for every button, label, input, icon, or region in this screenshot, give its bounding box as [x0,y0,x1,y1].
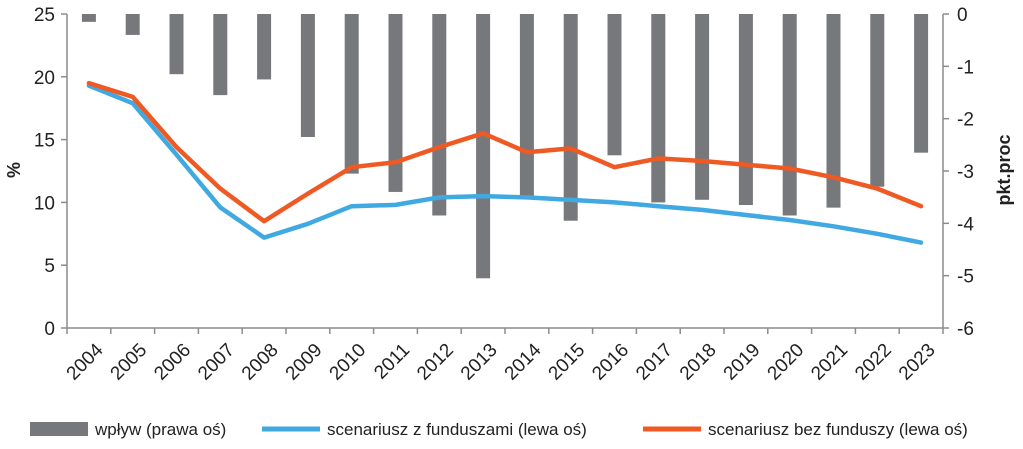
left-tick-label: 15 [34,131,55,152]
legend-label-wplyw: wpływ (prawa oś) [94,420,226,439]
left-tick-label: 25 [34,5,55,26]
x-tick-label-2005: 2005 [107,340,152,385]
bar-2011 [388,14,403,192]
x-axis: 2004 2005 2006 2007 2008 2009 2010 2011 2012 2013… [63,328,944,385]
bar-2020 [782,14,797,216]
x-tick-label-2016: 2016 [588,340,633,385]
x-tick-label-2013: 2013 [457,340,502,385]
x-tick-label-2021: 2021 [807,340,852,385]
right-y-axis: 0 -1 -2 -3 -4 -5 -6 [943,5,974,340]
legend-label-bez-funduszy: scenariusz bez funduszy (lewa oś) [708,420,968,439]
bar-2010 [344,14,359,174]
left-tick-label: 20 [34,68,55,89]
x-tick-label-2007: 2007 [194,340,239,385]
legend-swatch-wplyw [30,422,88,436]
series-line-1 [86,80,924,224]
bar-2016 [607,14,622,156]
x-tick-label-2020: 2020 [764,340,809,385]
x-tick-label-2023: 2023 [895,340,940,385]
x-tick-label-2011: 2011 [370,340,414,384]
bars-layer [81,14,929,279]
bar-2018 [695,14,710,200]
lines-layer [86,80,924,245]
x-tick-label-2008: 2008 [238,340,283,385]
x-tick-label-2004: 2004 [63,339,108,384]
x-tick-label-2019: 2019 [720,340,765,385]
legend: wpływ (prawa oś) scenariusz z funduszami… [30,420,968,439]
x-tick-label-2014: 2014 [501,339,546,384]
x-tick-label-2009: 2009 [282,340,327,385]
bar-2005 [125,14,140,35]
bar-2006 [169,14,184,75]
left-tick-label: 0 [44,319,55,340]
bar-2022 [870,14,885,187]
bar-2004 [81,14,96,22]
right-axis-title: pkt.proc [994,134,1014,205]
bar-2023 [914,14,929,153]
x-tick-label-2012: 2012 [413,340,458,385]
left-tick-label: 10 [34,193,55,214]
bar-2019 [738,14,753,206]
x-tick-label-2018: 2018 [676,340,721,385]
bar-2017 [651,14,666,203]
left-tick-label: 5 [44,256,55,277]
bar-2007 [213,14,228,96]
right-tick-label: -1 [957,57,974,78]
right-tick-label: -5 [957,267,974,288]
x-tick-label-2010: 2010 [326,340,371,385]
left-axis-title: % [4,162,24,178]
left-y-axis: 0 5 10 15 20 25 [34,5,67,340]
x-tick-label-2017: 2017 [632,340,677,385]
right-tick-label: -6 [957,319,974,340]
bar-2013 [476,14,491,279]
x-tick-label-2006: 2006 [150,340,195,385]
bar-2009 [300,14,315,137]
bar-2015 [563,14,578,221]
right-tick-label: 0 [957,5,968,26]
right-tick-label: -3 [957,162,974,183]
series-line-0 [86,83,924,245]
bar-2014 [519,14,534,198]
bar-2021 [826,14,841,208]
x-tick-label-2015: 2015 [545,340,590,385]
right-tick-label: -4 [957,214,974,235]
x-tick-label-2022: 2022 [851,340,896,385]
right-tick-label: -2 [957,110,974,131]
legend-label-z-funduszami: scenariusz z funduszami (lewa oś) [327,420,587,439]
bar-2008 [257,14,272,80]
bar-2012 [432,14,447,216]
